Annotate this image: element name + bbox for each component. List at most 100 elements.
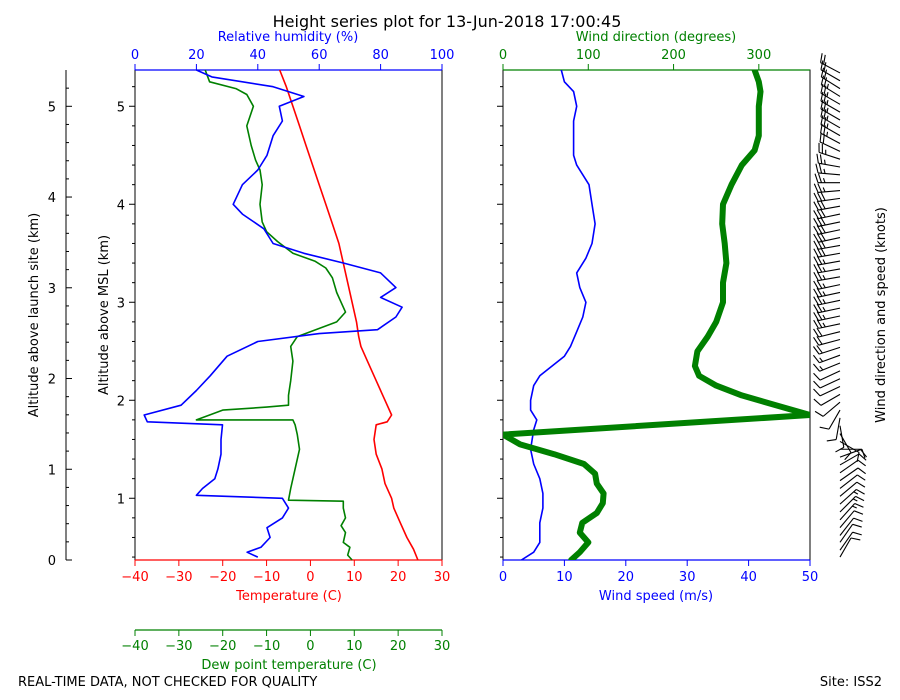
- msl-tick-label-5: 5: [117, 100, 125, 115]
- barb-feather: [816, 280, 823, 289]
- barb-shaft: [818, 315, 841, 322]
- humidity-line: [143, 69, 403, 558]
- barb-shaft: [822, 401, 841, 417]
- barb-half-feather: [822, 291, 826, 296]
- barb-shaft: [818, 291, 841, 298]
- barb-shaft: [839, 531, 854, 551]
- barb-feather: [823, 62, 827, 72]
- barb-feather: [816, 247, 823, 257]
- wind-barb: [835, 425, 845, 453]
- wind-barb: [839, 537, 861, 558]
- dewpoint-tick-label--10: −10: [253, 639, 280, 654]
- barb-feather: [816, 303, 823, 313]
- barb-feather: [816, 287, 823, 297]
- wind-barb-label: Wind direction and speed (knots): [874, 207, 889, 423]
- barb-half-feather: [822, 259, 826, 264]
- barb-feather: [813, 328, 820, 338]
- barb-feather: [850, 537, 861, 541]
- barb-shaft: [839, 503, 856, 521]
- barb-feather: [820, 53, 823, 63]
- barb-shaft: [820, 69, 841, 82]
- barb-feather: [856, 452, 860, 462]
- barb-feather: [820, 115, 824, 125]
- barb-feather: [813, 288, 819, 298]
- barb-half-feather: [819, 365, 824, 371]
- wind-barb: [813, 280, 841, 290]
- wind-barb: [814, 173, 840, 184]
- barb-shaft: [818, 229, 841, 235]
- barb-shaft: [818, 268, 841, 274]
- barb-feather: [819, 426, 830, 430]
- humidity-tick-label-0: 0: [131, 48, 139, 63]
- barb-feather: [819, 154, 823, 164]
- wind-barb: [813, 239, 841, 250]
- temperature-tick-label-10: 10: [346, 570, 363, 585]
- barb-feather: [856, 488, 865, 495]
- temperature-tick-label--30: −30: [165, 570, 192, 585]
- barb-shaft: [818, 162, 841, 168]
- barb-feather: [816, 217, 823, 227]
- barb-feather: [813, 183, 819, 193]
- wind-barb: [839, 523, 862, 543]
- barb-feather: [817, 183, 823, 193]
- barb-shaft: [818, 172, 841, 176]
- wind-barb: [820, 60, 841, 82]
- barb-feather: [853, 517, 863, 522]
- wind-barb: [813, 393, 841, 406]
- wind-barb: [839, 531, 862, 551]
- barb-feather: [820, 99, 824, 110]
- wind-barb: [812, 354, 841, 364]
- barb-half-feather: [826, 99, 829, 105]
- barb-shaft: [839, 517, 854, 536]
- direction-tick-label-0: 0: [499, 48, 507, 63]
- barb-shaft: [839, 459, 859, 474]
- temperature-tick-label--40: −40: [121, 570, 148, 585]
- wind-barb: [813, 327, 841, 338]
- wind-barb: [819, 409, 841, 430]
- thermo-series: [143, 69, 419, 561]
- temperature-tick-label-0: 0: [306, 570, 314, 585]
- barb-feather: [813, 380, 821, 389]
- barb-feather: [813, 225, 819, 235]
- wind-frame: [502, 69, 811, 561]
- wind-barb: [839, 488, 865, 505]
- wind-barb: [813, 255, 841, 266]
- barb-feather: [813, 280, 819, 290]
- barb-feather: [823, 54, 826, 65]
- barb-half-feather: [826, 92, 829, 97]
- barb-half-feather: [826, 83, 829, 89]
- barb-shaft: [818, 346, 841, 355]
- dewpoint-tick-label--30: −30: [165, 639, 192, 654]
- wind-barb: [813, 370, 841, 381]
- wind-barb: [839, 517, 863, 536]
- barb-feather: [816, 263, 823, 273]
- wind-barb: [839, 481, 866, 497]
- barb-feather: [813, 233, 819, 243]
- barb-feather: [813, 201, 819, 211]
- barb-half-feather: [823, 159, 826, 165]
- barb-feather: [823, 109, 827, 119]
- wind-speed-line: [520, 70, 596, 560]
- speed-tick-label-30: 30: [679, 570, 696, 585]
- wind-direction-axis: 0 100 200 300: [499, 48, 810, 71]
- barb-feather: [858, 453, 867, 461]
- barb-feather: [816, 319, 823, 328]
- barb-shaft: [820, 100, 841, 113]
- wind-barb: [813, 271, 841, 282]
- barb-feather: [818, 163, 823, 174]
- wind-barb: [813, 386, 841, 397]
- barb-shaft: [820, 62, 841, 74]
- barb-shaft: [819, 378, 841, 389]
- barb-feather: [816, 200, 823, 210]
- barb-feather: [812, 346, 820, 355]
- barb-feather: [835, 446, 845, 453]
- wind-barb: [814, 401, 841, 417]
- barb-half-feather: [822, 322, 826, 328]
- barb-shaft: [818, 299, 841, 306]
- barb-shaft: [818, 213, 841, 220]
- msl-tick-label-1: 1: [117, 492, 125, 507]
- barb-feather: [813, 312, 819, 321]
- barb-shaft: [818, 221, 841, 228]
- barb-feather: [813, 271, 819, 281]
- barb-shaft: [818, 276, 841, 282]
